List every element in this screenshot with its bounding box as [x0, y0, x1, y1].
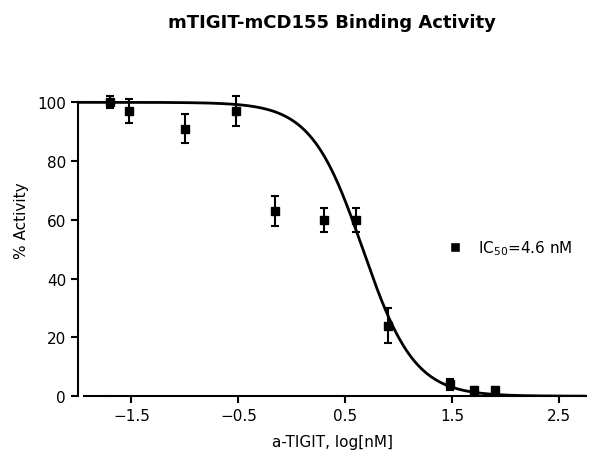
X-axis label: a-TIGIT, log[nM]: a-TIGIT, log[nM]	[272, 434, 392, 449]
Legend: IC$_{50}$=4.6 nM: IC$_{50}$=4.6 nM	[434, 233, 578, 264]
Y-axis label: % Activity: % Activity	[14, 182, 29, 259]
Title: mTIGIT-mCD155 Binding Activity: mTIGIT-mCD155 Binding Activity	[168, 14, 496, 32]
